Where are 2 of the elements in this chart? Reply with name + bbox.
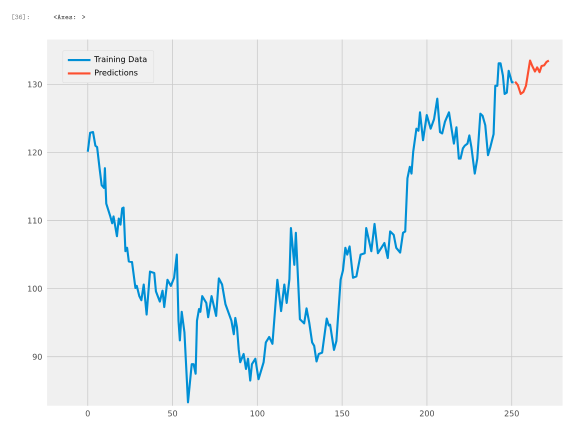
- line-series: [514, 60, 550, 96]
- line-series: [86, 62, 515, 404]
